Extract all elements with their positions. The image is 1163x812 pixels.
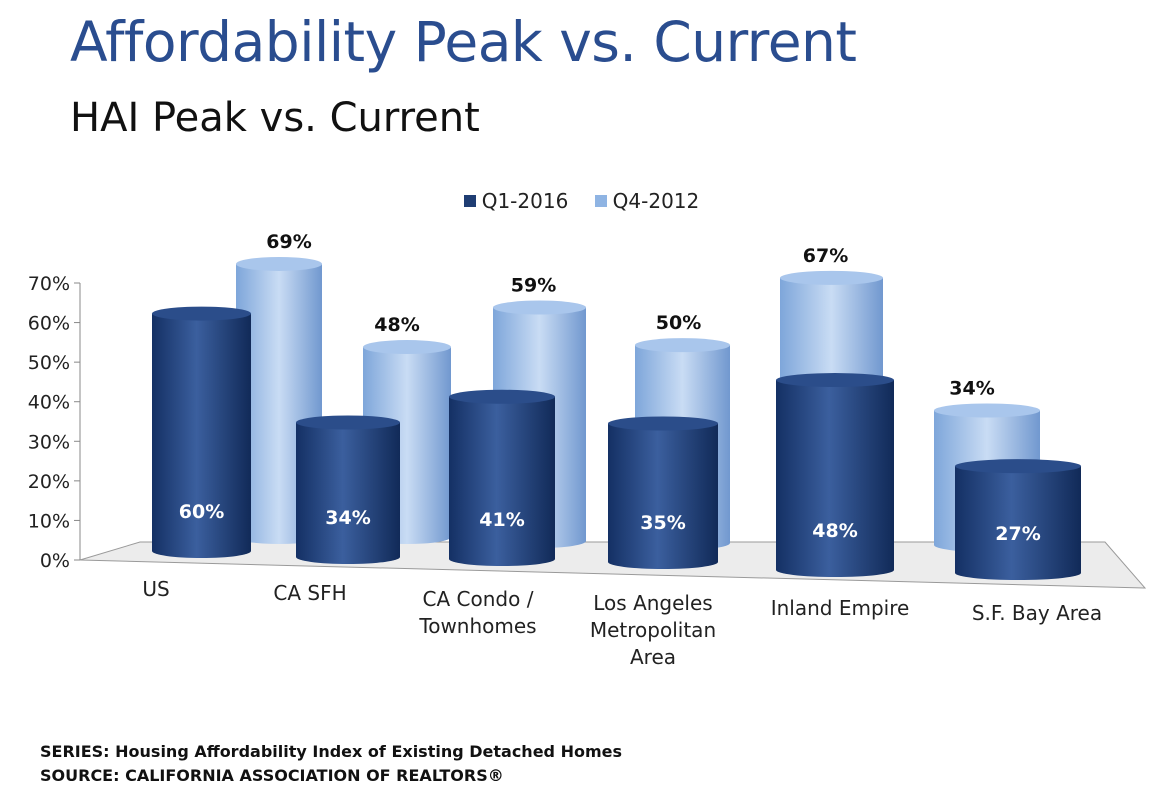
bar-top [780, 270, 883, 285]
bar-top [776, 373, 894, 388]
data-label-q4-2012: 48% [374, 314, 419, 336]
bar-top [493, 300, 586, 315]
x-category-label: Townhomes [418, 614, 536, 638]
x-category-label: Los Angeles [593, 591, 712, 615]
y-tick-label: 30% [28, 431, 70, 453]
legend-label-q4-2012: Q4-2012 [612, 189, 700, 213]
data-label-q1-2016: 35% [640, 512, 685, 534]
bar-q1-2016-0 [152, 306, 251, 558]
legend-swatch-q1-2016 [463, 195, 476, 207]
bar-q1-2016-2 [449, 389, 555, 566]
bar-body [296, 422, 400, 564]
x-category-label: Metropolitan [590, 618, 716, 642]
y-tick-label: 70% [28, 273, 70, 295]
bar-top [635, 338, 730, 353]
page-title: Affordability Peak vs. Current [70, 10, 857, 74]
bar-top [955, 459, 1081, 474]
bar-top [236, 256, 322, 271]
bar-q1-2016-4 [776, 373, 894, 577]
data-label-q1-2016: 48% [812, 520, 857, 542]
y-tick-label: 50% [28, 352, 70, 374]
bar-body [152, 313, 251, 558]
bar-top [296, 415, 400, 430]
bar-top [152, 306, 251, 321]
y-tick-label: 40% [28, 392, 70, 414]
bar-body [955, 466, 1081, 580]
data-label-q1-2016: 41% [479, 509, 524, 531]
x-axis: US CA SFH CA Condo / Townhomes Los Angeles Me… [142, 577, 1102, 669]
legend-item-q1-2016: Q1-2016 [463, 189, 569, 213]
x-category-label: CA SFH [273, 581, 346, 605]
bar-body [608, 423, 718, 569]
legend-item-q4-2012: Q4-2012 [594, 189, 700, 213]
x-category-label: Inland Empire [771, 596, 910, 620]
data-label-q1-2016: 34% [325, 507, 370, 529]
data-label-q1-2016: 27% [995, 523, 1040, 545]
data-label-q4-2012: 34% [949, 377, 994, 399]
y-axis: 0% 10% 20% 30% 40% 50% 60% 70% [28, 273, 81, 572]
data-label-q1-2016: 60% [179, 501, 224, 523]
x-category-label: Area [630, 645, 676, 669]
data-label-q4-2012: 67% [803, 245, 848, 267]
legend-label-q1-2016: Q1-2016 [481, 189, 569, 213]
legend-swatch-q4-2012 [594, 195, 607, 207]
chart-legend: Q1-2016 Q4-2012 [0, 188, 1163, 213]
y-tick-label: 10% [28, 510, 70, 532]
y-tick-label: 0% [40, 550, 70, 572]
bar-q1-2016-5 [955, 459, 1081, 580]
bar-top [934, 403, 1040, 418]
bar-body [449, 396, 555, 566]
y-tick-label: 60% [28, 313, 70, 335]
y-tick-label: 20% [28, 471, 70, 493]
bar-top [608, 416, 718, 431]
data-label-q4-2012: 69% [266, 231, 311, 253]
data-label-q4-2012: 59% [511, 275, 556, 297]
x-category-label: S.F. Bay Area [972, 601, 1102, 625]
bar-q1-2016-3 [608, 416, 718, 569]
footer-series: SERIES: Housing Affordability Index of E… [40, 742, 622, 761]
page-subtitle: HAI Peak vs. Current [70, 95, 480, 141]
data-label-q4-2012: 50% [656, 312, 701, 334]
bar-top [449, 389, 555, 404]
x-category-label: CA Condo / [423, 587, 534, 611]
chart-bars: 69% 60% 48% 34% 59% 41% 50% 35% 67% 48% 34% 27% [152, 231, 1081, 580]
bar-body [776, 380, 894, 577]
bar-q1-2016-1 [296, 415, 400, 564]
bar-top [363, 340, 451, 355]
footer-source: SOURCE: CALIFORNIA ASSOCIATION OF REALTO… [40, 766, 504, 785]
x-category-label: US [142, 577, 169, 601]
